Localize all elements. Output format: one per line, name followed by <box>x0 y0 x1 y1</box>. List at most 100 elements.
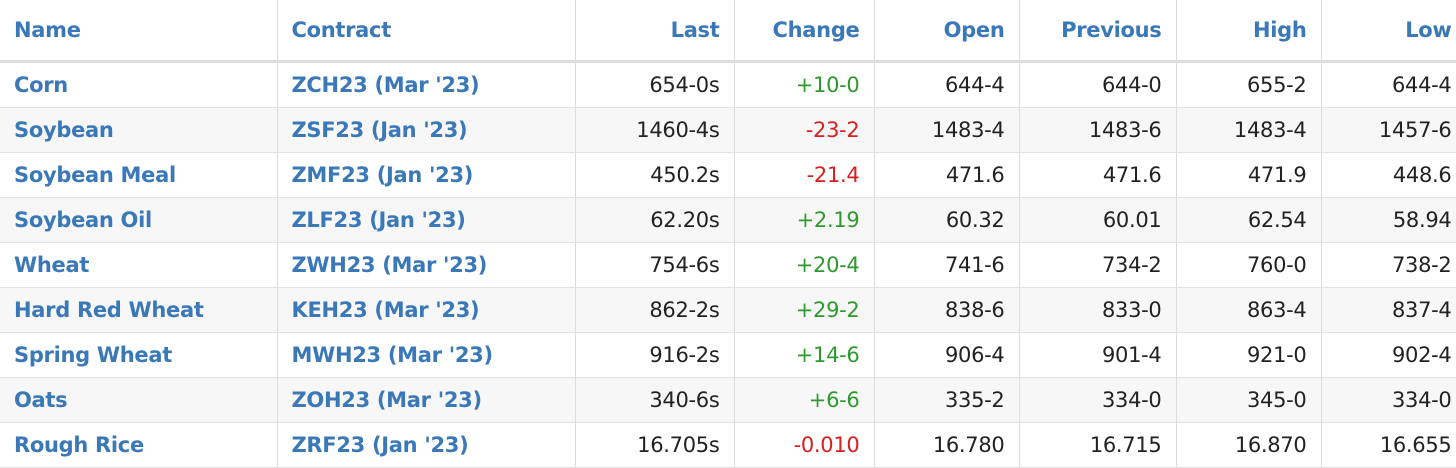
column-header-change[interactable]: Change <box>733 0 875 63</box>
last-cell: 340-6s <box>574 377 735 423</box>
change-cell: +14-6 <box>733 332 875 378</box>
table-header-row: Name Contract Last Change Open Previous … <box>0 0 1456 63</box>
commodity-name-link[interactable]: Oats <box>14 388 68 412</box>
previous-price: 644-0 <box>1101 73 1162 97</box>
name-cell: Oats <box>0 377 278 423</box>
contract-link[interactable]: ZMF23 (Jan '23) <box>291 163 474 187</box>
commodity-name-link[interactable]: Spring Wheat <box>14 343 172 367</box>
name-cell: Spring Wheat <box>0 332 278 378</box>
column-header-low[interactable]: Low <box>1320 0 1456 63</box>
last-price: 62.20s <box>650 208 720 232</box>
previous-cell: 833-0 <box>1018 287 1177 333</box>
low-price: 837-4 <box>1391 298 1452 322</box>
column-header-last[interactable]: Last <box>574 0 735 63</box>
open-cell: 1483-4 <box>873 107 1020 153</box>
table-row: Hard Red Wheat KEH23 (Mar '23) 862-2s +29-2… <box>0 287 1456 333</box>
contract-link[interactable]: ZCH23 (Mar '23) <box>291 73 480 97</box>
commodity-name-link[interactable]: Soybean <box>14 118 114 142</box>
high-cell: 62.54 <box>1175 197 1322 243</box>
previous-cell: 60.01 <box>1018 197 1177 243</box>
change-cell: +29-2 <box>733 287 875 333</box>
price-change: +2.19 <box>796 208 860 232</box>
open-cell: 60.32 <box>873 197 1020 243</box>
name-cell: Soybean Meal <box>0 152 278 198</box>
table-row: Oats ZOH23 (Mar '23) 340-6s +6-6 335-2 334-0 3… <box>0 377 1456 423</box>
low-cell: 644-4 <box>1320 61 1456 108</box>
open-cell: 741-6 <box>873 242 1020 288</box>
contract-link[interactable]: ZRF23 (Jan '23) <box>291 433 469 457</box>
high-price: 863-4 <box>1246 298 1307 322</box>
high-cell: 655-2 <box>1175 61 1322 108</box>
low-price: 16.655 <box>1379 433 1452 457</box>
contract-cell: KEH23 (Mar '23) <box>276 287 576 333</box>
name-cell: Wheat <box>0 242 278 288</box>
last-cell: 916-2s <box>574 332 735 378</box>
last-cell: 16.705s <box>574 422 735 468</box>
commodity-name-link[interactable]: Soybean Oil <box>14 208 152 232</box>
low-cell: 16.655 <box>1320 422 1456 468</box>
low-cell: 837-4 <box>1320 287 1456 333</box>
last-cell: 654-0s <box>574 61 735 108</box>
last-price: 654-0s <box>649 73 720 97</box>
change-cell: +20-4 <box>733 242 875 288</box>
low-price: 448.6 <box>1392 163 1452 187</box>
price-change: +29-2 <box>795 298 860 322</box>
high-cell: 16.870 <box>1175 422 1322 468</box>
contract-link[interactable]: MWH23 (Mar '23) <box>291 343 494 367</box>
high-price: 345-0 <box>1246 388 1307 412</box>
column-header-contract[interactable]: Contract <box>276 0 576 63</box>
open-cell: 471.6 <box>873 152 1020 198</box>
name-cell: Rough Rice <box>0 422 278 468</box>
column-header-open[interactable]: Open <box>873 0 1020 63</box>
high-cell: 863-4 <box>1175 287 1322 333</box>
high-cell: 345-0 <box>1175 377 1322 423</box>
open-price: 16.780 <box>932 433 1005 457</box>
high-price: 16.870 <box>1234 433 1307 457</box>
contract-link[interactable]: ZOH23 (Mar '23) <box>291 388 483 412</box>
contract-link[interactable]: KEH23 (Mar '23) <box>291 298 480 322</box>
last-cell: 862-2s <box>574 287 735 333</box>
price-change: +14-6 <box>795 343 860 367</box>
column-header-name[interactable]: Name <box>0 0 278 63</box>
high-price: 655-2 <box>1246 73 1307 97</box>
price-change: +6-6 <box>808 388 860 412</box>
last-price: 340-6s <box>649 388 720 412</box>
contract-link[interactable]: ZSF23 (Jan '23) <box>291 118 468 142</box>
price-change: +20-4 <box>795 253 860 277</box>
commodity-name-link[interactable]: Corn <box>14 73 68 97</box>
open-cell: 335-2 <box>873 377 1020 423</box>
table-body: Corn ZCH23 (Mar '23) 654-0s +10-0 644-4 644-0… <box>0 61 1456 468</box>
contract-cell: MWH23 (Mar '23) <box>276 332 576 378</box>
column-header-previous[interactable]: Previous <box>1018 0 1177 63</box>
commodity-name-link[interactable]: Wheat <box>14 253 90 277</box>
contract-cell: ZOH23 (Mar '23) <box>276 377 576 423</box>
commodity-name-link[interactable]: Rough Rice <box>14 433 144 457</box>
change-cell: +2.19 <box>733 197 875 243</box>
open-price: 838-6 <box>944 298 1005 322</box>
low-cell: 448.6 <box>1320 152 1456 198</box>
contract-link[interactable]: ZWH23 (Mar '23) <box>291 253 488 277</box>
commodity-name-link[interactable]: Soybean Meal <box>14 163 176 187</box>
open-price: 335-2 <box>944 388 1005 412</box>
name-cell: Soybean <box>0 107 278 153</box>
price-change: -21.4 <box>806 163 860 187</box>
contract-cell: ZRF23 (Jan '23) <box>276 422 576 468</box>
contract-link[interactable]: ZLF23 (Jan '23) <box>291 208 466 232</box>
commodity-name-link[interactable]: Hard Red Wheat <box>14 298 204 322</box>
open-price: 906-4 <box>944 343 1005 367</box>
last-price: 862-2s <box>649 298 720 322</box>
table-row: Soybean Meal ZMF23 (Jan '23) 450.2s -21.4 47… <box>0 152 1456 198</box>
previous-price: 16.715 <box>1089 433 1162 457</box>
column-header-high[interactable]: High <box>1175 0 1322 63</box>
previous-price: 471.6 <box>1102 163 1162 187</box>
previous-cell: 334-0 <box>1018 377 1177 423</box>
previous-price: 1483-6 <box>1088 118 1162 142</box>
high-cell: 921-0 <box>1175 332 1322 378</box>
open-price: 471.6 <box>945 163 1005 187</box>
low-price: 644-4 <box>1391 73 1452 97</box>
low-price: 334-0 <box>1391 388 1452 412</box>
table-row: Spring Wheat MWH23 (Mar '23) 916-2s +14-6 90… <box>0 332 1456 378</box>
previous-price: 901-4 <box>1101 343 1162 367</box>
name-cell: Corn <box>0 61 278 108</box>
